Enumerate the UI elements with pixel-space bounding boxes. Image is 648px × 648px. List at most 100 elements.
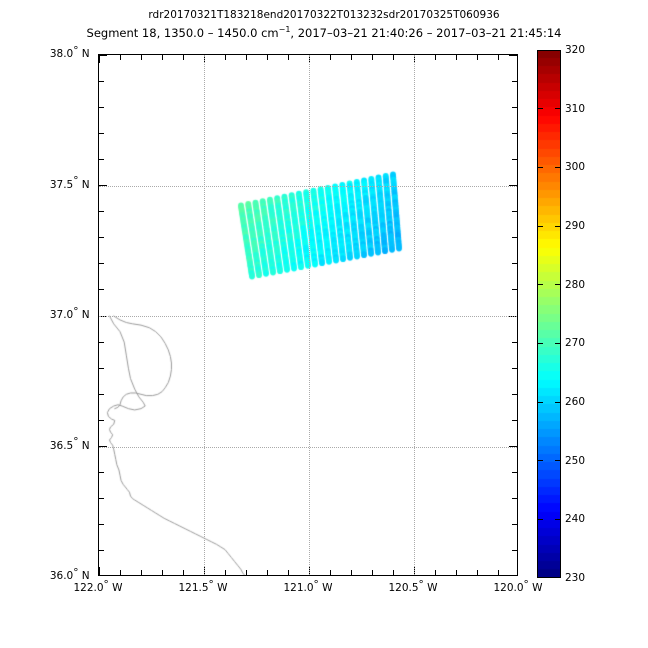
x-axis-tick [266,570,268,575]
y-axis-tick [509,55,517,56]
y-axis-tick [99,498,104,500]
colorbar-tick [537,342,543,344]
y-axis-tick [99,55,107,56]
x-axis-tick [224,55,226,60]
colorbar[interactable]: 230 240 250 260 270 280 290 300 310 320 [537,44,585,584]
subtitle-exponent: −1 [278,25,291,35]
colorbar-tick [555,460,561,462]
y-axis-tick [99,393,104,395]
x-axis-tick [350,55,352,60]
x-axis-tick [455,570,457,575]
x-gridline [309,55,310,575]
x-gridline [204,55,205,575]
y-axis-tick [512,341,517,343]
x-axis-tick [182,570,184,575]
x-axis-tick [476,570,478,575]
degree-symbol: ° [73,436,79,448]
y-axis-tick [99,263,104,265]
y-axis-tick [512,524,517,526]
y-axis-tick [99,472,104,474]
colorbar-tick-label: 310 [565,102,586,115]
y-axis-label: 38.0° N [0,45,93,60]
colorbar-tick [537,284,543,286]
y-tick-value: 36.0 [49,570,74,582]
x-axis-tick [371,55,373,60]
y-axis-tick [512,550,517,552]
y-axis-tick [512,211,517,213]
y-axis-tick [99,80,104,82]
x-axis-tick [497,570,499,575]
x-tick-value: 121.0 [283,582,314,594]
x-axis-tick [140,570,142,575]
y-axis-tick [512,367,517,369]
y-axis-tick [99,341,104,343]
colorbar-tick [537,460,543,462]
colorbar-tick [555,342,561,344]
y-axis-tick [512,393,517,395]
colorbar-tick [555,284,561,286]
y-tick-hemisphere: N [78,178,93,191]
x-axis-tick [497,55,499,60]
y-axis-tick [99,158,104,160]
x-axis-tick [392,570,394,575]
degree-symbol: ° [208,578,214,591]
x-axis-label: 122.0° W [53,579,143,594]
degree-symbol: ° [313,578,319,591]
y-axis-tick [512,289,517,291]
x-tick-hemisphere: W [528,582,543,594]
degree-symbol: ° [73,566,79,579]
colorbar-tick-label: 260 [565,396,586,408]
x-axis-tick [392,55,394,60]
colorbar-tick [555,225,561,227]
map-data-canvas [99,55,517,575]
x-axis-tick [99,567,100,575]
y-axis-tick [99,550,104,552]
colorbar-tick-label: 270 [565,337,586,350]
colorbar-tick [555,401,561,403]
x-axis-tick [161,570,163,575]
colorbar-tick [537,518,543,520]
colorbar-tick [555,166,561,168]
x-axis-label: 121.0° W [263,578,353,594]
x-tick-value: 120.5 [388,582,419,594]
y-axis-tick [99,106,104,108]
y-axis-tick [512,472,517,474]
y-gridline [99,446,517,448]
x-tick-value: 122.0 [73,582,104,594]
y-tick-hemisphere: N [78,439,93,452]
x-axis-tick [287,55,289,60]
y-axis-tick [512,80,517,82]
y-axis-tick [99,524,104,526]
figure-title: rdr20170321T183218end20170322T013232sdr2… [148,9,500,21]
x-axis-tick [182,55,184,60]
colorbar-tick-label: 230 [565,572,586,584]
colorbar-tick [537,166,543,168]
y-tick-value: 37.5 [49,178,74,191]
x-tick-value: 120.0 [493,582,524,594]
y-tick-hemisphere: N [78,570,93,582]
y-axis-tick [512,237,517,239]
colorbar-gradient [537,50,561,578]
x-axis-tick [329,570,331,575]
x-axis-tick [266,55,268,60]
subtitle-timespan: , 2017–03–21 21:40:26 – 2017–03–21 21:45… [290,26,562,40]
x-axis-tick [161,55,163,60]
x-axis-tick [99,55,100,63]
x-tick-hemisphere: W [318,582,333,594]
x-axis-tick [287,570,289,575]
colorbar-tick-label: 320 [565,44,586,56]
colorbar-tick [537,108,543,110]
colorbar-tick-label: 290 [565,220,586,232]
degree-symbol: ° [418,578,424,591]
map-plot-area[interactable] [98,54,518,576]
x-axis-tick [224,570,226,575]
colorbar-tick-label: 300 [565,161,586,174]
x-gridline [414,55,415,575]
x-axis-tick [140,55,142,60]
y-axis-tick [99,237,104,239]
colorbar-tick [537,401,543,403]
y-axis-tick [99,419,104,421]
colorbar-tick [555,108,561,110]
subtitle-wavenumber: – 1450.0 cm [207,26,279,40]
